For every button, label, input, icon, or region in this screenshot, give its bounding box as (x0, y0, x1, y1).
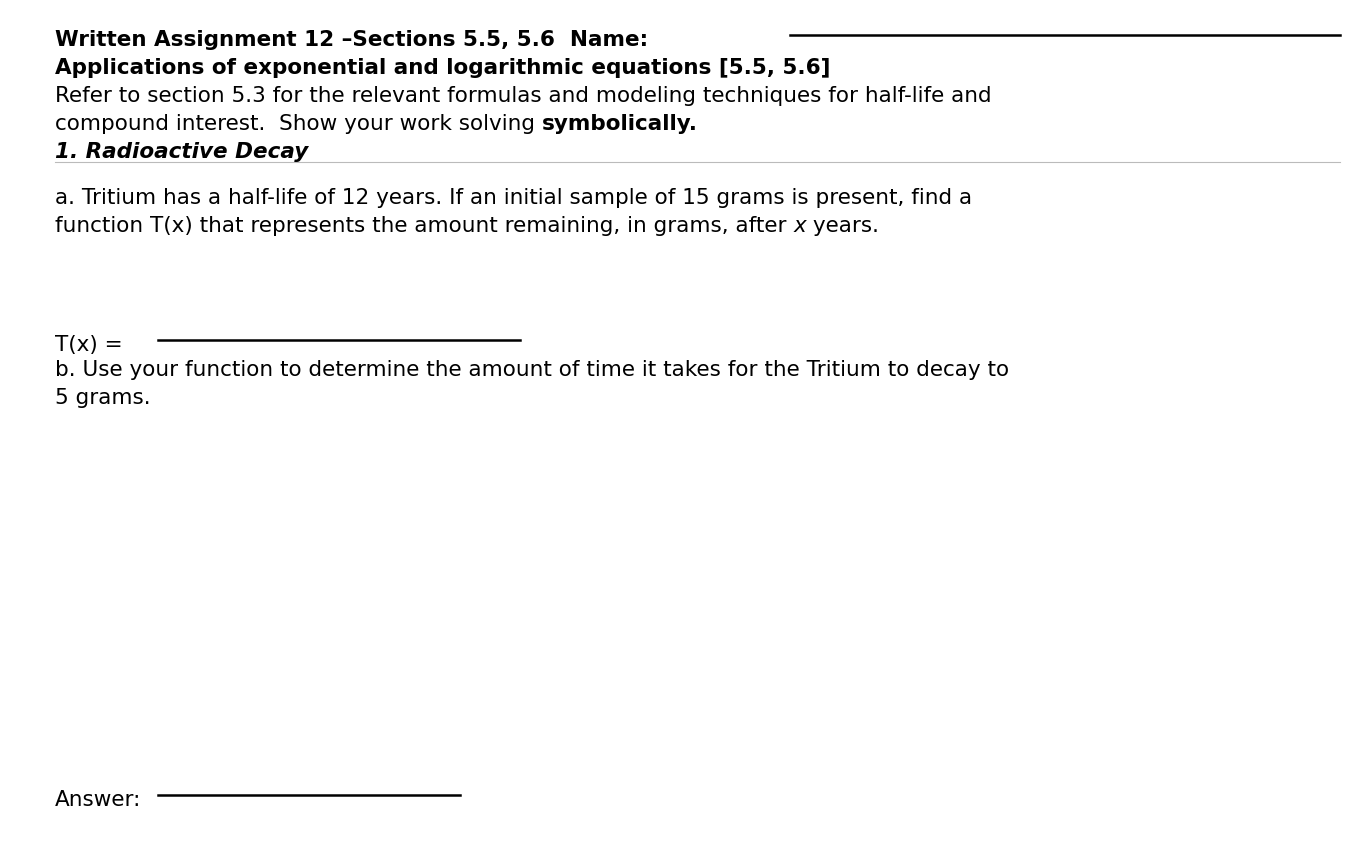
Text: 1. Radioactive Decay: 1. Radioactive Decay (54, 142, 308, 162)
Text: compound interest.  Show your work solving: compound interest. Show your work solvin… (54, 114, 542, 134)
Text: Applications of exponential and logarithmic equations [5.5, 5.6]: Applications of exponential and logarith… (54, 58, 830, 78)
Text: symbolically.: symbolically. (542, 114, 698, 134)
Text: years.: years. (806, 216, 879, 236)
Text: 5 grams.: 5 grams. (54, 388, 151, 408)
Text: x: x (793, 216, 806, 236)
Text: Refer to section 5.3 for the relevant formulas and modeling techniques for half-: Refer to section 5.3 for the relevant fo… (54, 86, 992, 106)
Text: a. Tritium has a half-life of 12 years. If an initial sample of 15 grams is pres: a. Tritium has a half-life of 12 years. … (54, 188, 972, 208)
Text: b. Use your function to determine the amount of time it takes for the Tritium to: b. Use your function to determine the am… (54, 360, 1009, 380)
Text: function T(x) that represents the amount remaining, in grams, after: function T(x) that represents the amount… (54, 216, 793, 236)
Text: Written Assignment 12 –Sections 5.5, 5.6  Name:: Written Assignment 12 –Sections 5.5, 5.6… (54, 30, 648, 50)
Text: Answer:: Answer: (54, 790, 142, 810)
Text: T(x) =: T(x) = (54, 335, 129, 355)
